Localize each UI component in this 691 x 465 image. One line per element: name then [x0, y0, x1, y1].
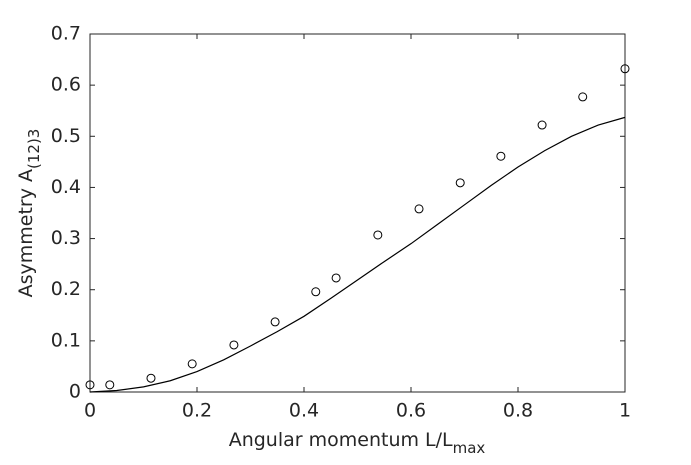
- data-point: [496, 151, 506, 161]
- data-point: [414, 204, 424, 214]
- y-tick-label: 0.5: [51, 125, 81, 147]
- x-tick-label: 1: [619, 400, 631, 422]
- x-tick-label: 0: [84, 400, 96, 422]
- x-axis-label-sub: max: [453, 439, 486, 457]
- data-point: [578, 92, 588, 102]
- data-point: [455, 178, 465, 188]
- x-axis-label-main: Angular momentum L/L: [229, 429, 453, 451]
- y-tick-label: 0.2: [51, 278, 81, 300]
- y-tick-label: 0.3: [51, 227, 81, 249]
- x-axis-label: Angular momentum L/Lmax: [229, 429, 486, 457]
- data-point: [105, 380, 115, 390]
- y-tick-label: 0.6: [51, 74, 81, 96]
- data-point: [187, 359, 197, 369]
- data-point: [537, 120, 547, 130]
- data-point: [146, 373, 156, 383]
- y-tick-label: 0.4: [51, 176, 81, 198]
- y-axis-label-sub: (12)3: [25, 129, 43, 169]
- y-axis-label: Asymmetry A(12)3: [15, 129, 43, 298]
- x-tick-label: 0.6: [396, 400, 426, 422]
- data-point: [85, 380, 95, 390]
- data-point: [229, 340, 239, 350]
- data-point: [373, 230, 383, 240]
- y-axis-label-main: Asymmetry A: [15, 169, 37, 297]
- y-tick-label: 0.1: [51, 329, 81, 351]
- y-tick-label: 0: [69, 381, 81, 403]
- x-tick-label: 0.8: [503, 400, 533, 422]
- data-point: [331, 273, 341, 283]
- model-curve: [89, 116, 626, 393]
- y-tick-label: 0.7: [51, 23, 81, 45]
- x-tick-label: 0.2: [182, 400, 212, 422]
- plot-frame: [89, 33, 626, 393]
- data-point: [311, 287, 321, 297]
- x-tick-label: 0.4: [289, 400, 319, 422]
- data-point: [270, 317, 280, 327]
- data-point: [620, 64, 630, 74]
